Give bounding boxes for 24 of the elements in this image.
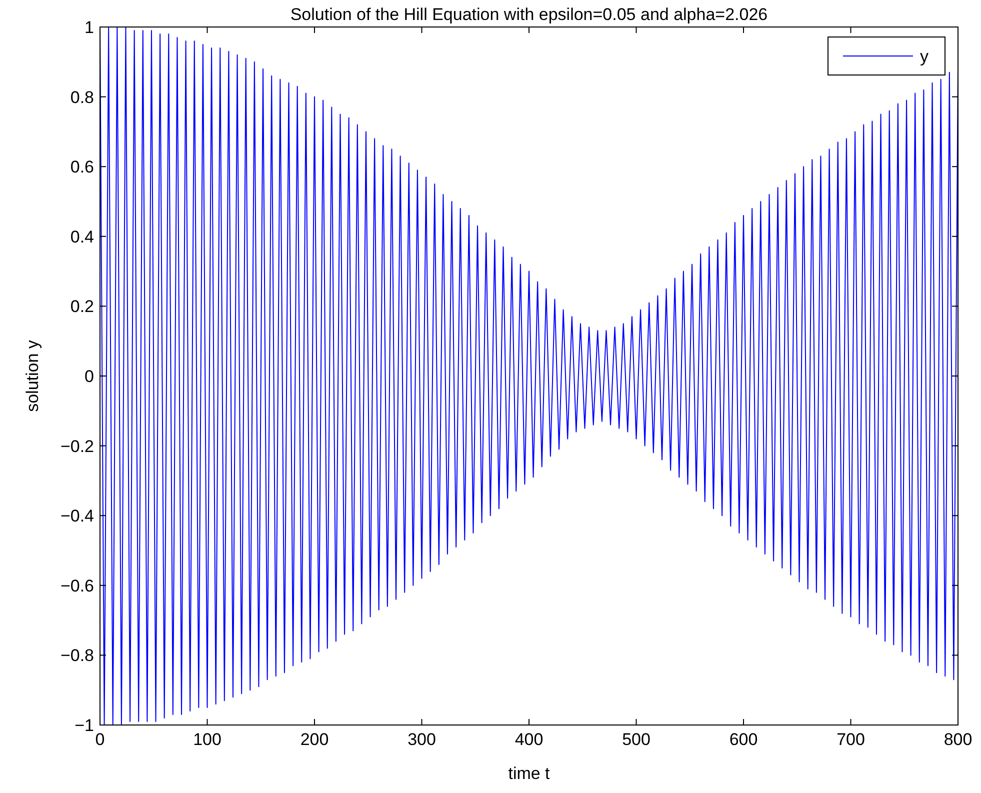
y-tick-label: 1 [84, 18, 94, 37]
x-axis-title: time t [508, 764, 550, 783]
legend-label: y [920, 46, 929, 66]
y-tick-label: −0.2 [60, 436, 94, 456]
x-tick-label: 100 [193, 730, 222, 749]
y-axis-title: solution y [23, 340, 42, 412]
x-tick-label: 600 [729, 730, 758, 749]
y-tick-label: 0.6 [70, 158, 94, 177]
y-tick-label: 0 [84, 366, 94, 386]
y-tick-label: −0.8 [60, 646, 94, 666]
x-tick-label: 500 [622, 730, 650, 749]
y-tick-label: −0.4 [60, 506, 94, 526]
y-tick-label: 0.2 [70, 297, 94, 316]
x-tick-label: 200 [300, 730, 329, 749]
y-tick-label: 0.8 [70, 88, 94, 107]
x-tick-label: 700 [836, 730, 865, 749]
chart-title: Solution of the Hill Equation with epsilon=0.05 and alpha=2.026 [290, 5, 768, 24]
x-tick-label: 300 [408, 730, 436, 749]
x-tick-label: 800 [944, 730, 972, 749]
y-tick-label: 0.4 [70, 227, 94, 246]
y-tick-label: −0.6 [60, 576, 94, 596]
x-tick-label: 400 [514, 730, 544, 749]
y-tick-label: −1 [74, 716, 94, 735]
line-series [100, 26, 958, 726]
